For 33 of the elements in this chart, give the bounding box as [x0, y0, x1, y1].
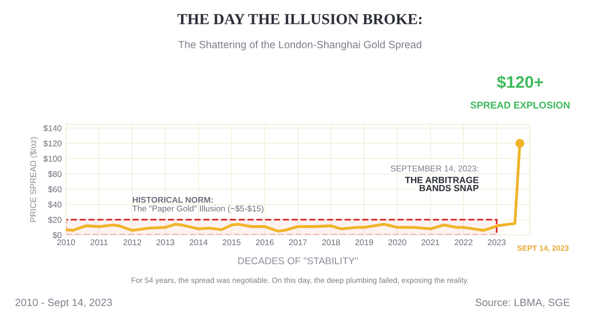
text: $120+ — [497, 75, 543, 90]
x-tick-label: 2022 — [454, 239, 472, 246]
x-tick-label: 2012 — [123, 239, 142, 246]
y-tick-label: $80 — [48, 170, 62, 178]
chart-subtitle: The Shattering of the London-Shanghai Gold Spread — [178, 40, 422, 50]
y-tick-label: $60 — [48, 186, 62, 193]
source-note: Source: LBMA, SGE — [476, 298, 570, 308]
chart-title: THE DAY THE ILLUSION BROKE: — [177, 14, 422, 24]
x-tick-label: 2018 — [322, 239, 340, 246]
x-tick-label: 2010 — [57, 239, 75, 246]
y-tick-label: $140 — [43, 124, 62, 132]
text: SPREAD EXPLOSION — [470, 102, 570, 109]
x-tick-label: 2020 — [388, 239, 406, 246]
x-tick-label: 2017 — [289, 239, 307, 246]
x-tick-label: 2013 — [156, 239, 174, 246]
x-tick-label: 2019 — [355, 239, 374, 246]
x-axis-title: DECADES OF "STABILITY" — [238, 257, 358, 264]
annotation: THE ARBITRAGE BANDS SNAP — [405, 176, 478, 192]
x-tick-label: 2016 — [256, 239, 274, 246]
annotation: SEPTEMBER 14, 2023: — [390, 166, 478, 172]
text: 2010 - Sept 14, 2023 — [16, 298, 112, 308]
x-tick-label: 2014 — [190, 239, 208, 246]
x-tick-label: 2023 — [488, 239, 506, 246]
x-tick-label: 2015 — [222, 239, 241, 246]
y-tick-label: $100 — [43, 155, 62, 162]
band-label: HISTORICAL NORM: The "Paper Gold" Illusion (~$5-$15) — [132, 196, 264, 214]
y-tick-label: $120 — [43, 140, 62, 147]
y-axis-title: PRICE SPREAD ($/oz) — [30, 137, 38, 222]
x-tick-label: 2011 — [90, 239, 108, 246]
x-tick-label: 2021 — [422, 239, 440, 246]
y-tick-label: $0 — [52, 232, 62, 239]
y-tick-label: $20 — [48, 216, 62, 224]
y-tick-label: $40 — [48, 201, 62, 208]
